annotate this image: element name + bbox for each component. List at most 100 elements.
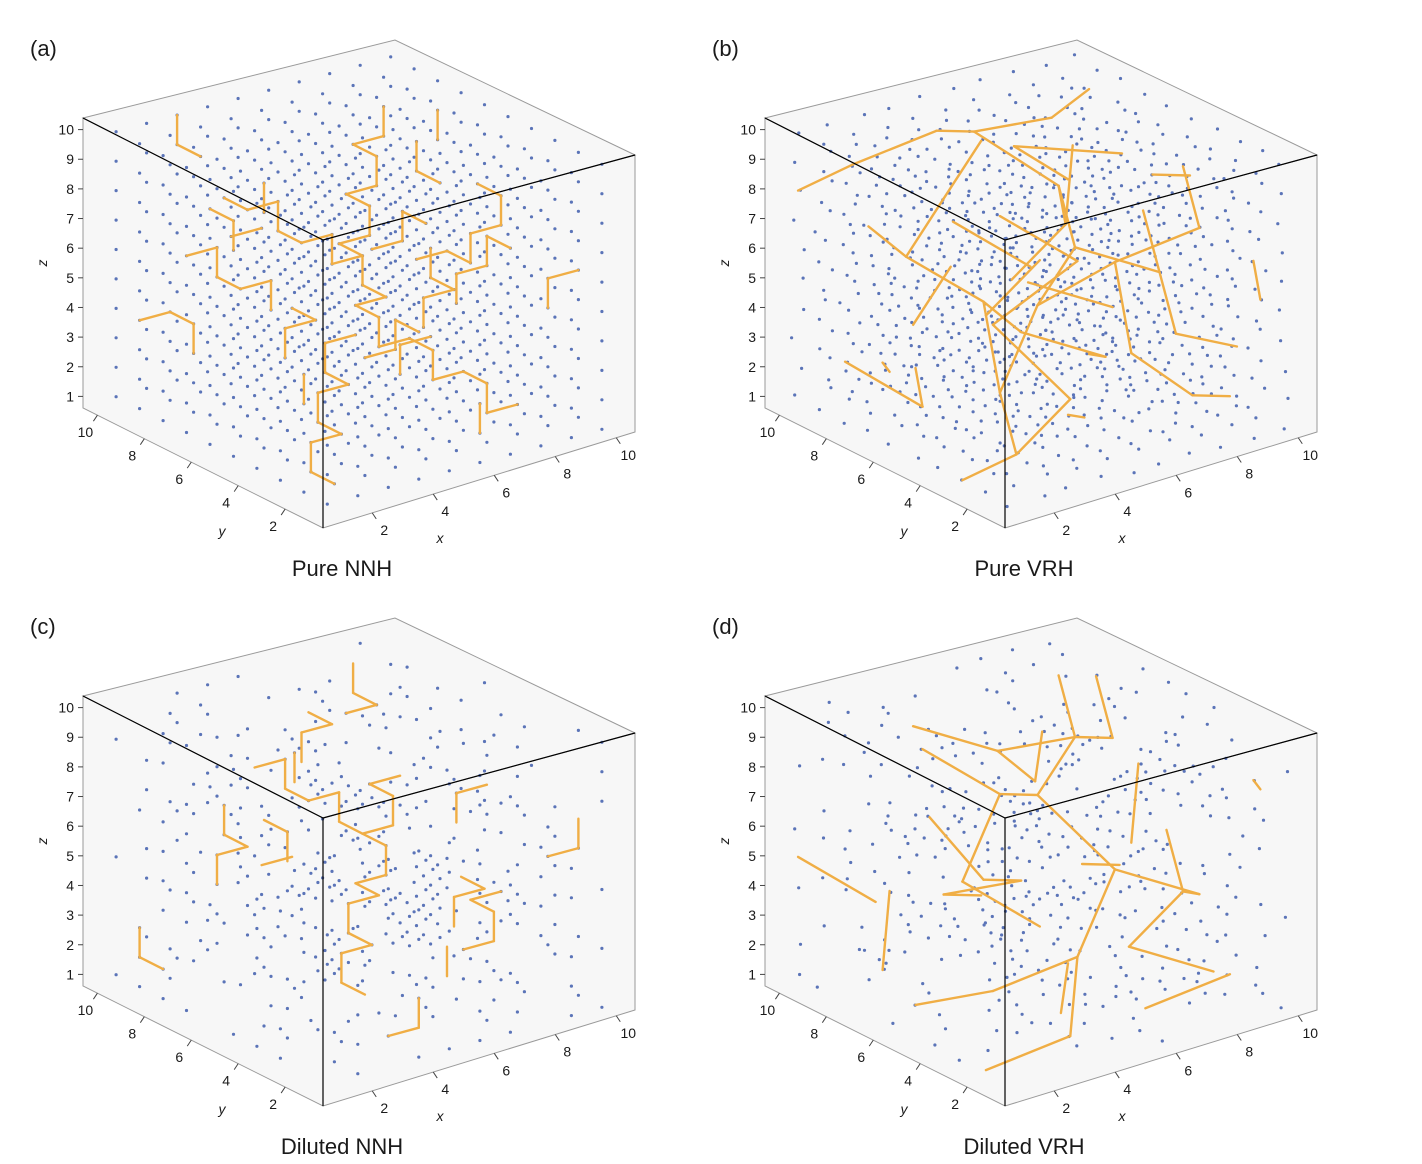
site-dot — [398, 891, 402, 896]
site-dot — [1028, 191, 1032, 195]
site-dot — [346, 294, 350, 298]
site-dot — [353, 274, 358, 278]
site-dot — [968, 239, 972, 243]
site-dot — [1020, 1012, 1024, 1016]
hop-link — [1073, 735, 1114, 740]
site-dot — [424, 799, 428, 804]
site-dot — [1001, 926, 1005, 930]
site-dot — [940, 790, 944, 794]
site-dot — [236, 303, 240, 307]
site-dot — [351, 201, 355, 205]
site-dot — [1105, 389, 1109, 393]
hop-link — [354, 295, 388, 307]
site-dot — [1246, 346, 1250, 350]
site-dot — [314, 867, 318, 871]
site-dot — [1026, 314, 1030, 318]
site-dot — [245, 178, 250, 182]
site-dot — [993, 350, 997, 354]
site-dot — [360, 861, 365, 865]
site-dot — [482, 769, 487, 773]
site-dot — [894, 323, 898, 328]
site-dot — [452, 258, 456, 262]
site-dot — [330, 350, 334, 354]
site-dot — [356, 924, 360, 929]
site-dot — [192, 234, 196, 238]
site-dot — [1108, 829, 1112, 833]
site-dot — [255, 231, 259, 235]
hop-link — [911, 725, 999, 753]
site-dot — [344, 829, 348, 833]
site-dot — [192, 175, 196, 179]
site-dot — [1253, 287, 1257, 291]
site-dot — [363, 297, 367, 301]
site-dot — [405, 264, 409, 268]
site-dot — [1027, 890, 1031, 894]
site-dot — [569, 984, 574, 988]
site-dot — [1082, 413, 1086, 417]
site-dot — [907, 893, 911, 898]
y-axis-label: y — [218, 1101, 227, 1117]
site-dot — [1190, 901, 1194, 905]
site-dot — [285, 399, 289, 403]
site-dot — [407, 914, 412, 919]
site-dot — [358, 63, 362, 67]
hop-link — [347, 931, 374, 947]
site-dot — [325, 384, 329, 388]
site-dot — [360, 949, 365, 954]
site-dot — [1011, 679, 1015, 683]
site-dot — [314, 690, 318, 694]
site-dot — [1045, 472, 1049, 476]
site-dot — [1155, 926, 1159, 931]
site-dot — [1111, 251, 1115, 256]
site-dot — [1015, 1031, 1019, 1035]
site-dot — [1188, 216, 1192, 220]
site-dot — [323, 223, 327, 227]
site-dot — [1149, 163, 1154, 167]
x-tick-mark — [432, 493, 438, 501]
site-dot — [468, 408, 473, 412]
site-dot — [1226, 218, 1230, 222]
site-dot — [830, 179, 834, 183]
site-dot — [1047, 759, 1051, 763]
y-tick-label: 8 — [128, 448, 136, 464]
site-dot — [424, 310, 428, 314]
hop-link — [340, 981, 367, 996]
site-dot — [414, 717, 419, 722]
site-dot — [1176, 947, 1180, 952]
site-dot — [414, 865, 419, 869]
site-dot — [997, 304, 1002, 309]
site-dot — [452, 807, 456, 811]
site-dot — [802, 307, 806, 312]
site-dot — [114, 247, 118, 252]
site-dot — [184, 224, 189, 228]
site-dot — [1102, 176, 1106, 180]
site-dot — [1009, 146, 1013, 150]
site-dot — [980, 341, 985, 345]
site-dot — [909, 344, 913, 348]
site-dot — [869, 254, 874, 258]
x-tick-mark — [1053, 1090, 1059, 1098]
site-dot — [1157, 223, 1161, 227]
site-dot — [339, 403, 343, 407]
site-dot — [389, 173, 393, 177]
site-dot — [459, 150, 463, 154]
hop-link — [914, 366, 924, 408]
site-dot — [475, 241, 480, 245]
site-dot — [1193, 244, 1197, 248]
site-dot — [447, 870, 451, 874]
z-tick-label: 8 — [66, 181, 74, 197]
site-dot — [1099, 416, 1103, 420]
site-dot — [309, 1018, 313, 1023]
site-dot — [302, 255, 306, 259]
site-dot — [569, 347, 574, 351]
hop-link — [1158, 270, 1178, 335]
site-dot — [942, 255, 946, 259]
site-dot — [391, 157, 395, 161]
site-dot — [405, 901, 409, 905]
site-dot — [245, 933, 250, 937]
site-dot — [1132, 471, 1136, 475]
hop-link — [368, 782, 395, 798]
site-dot — [515, 314, 520, 318]
site-dot — [868, 371, 872, 375]
site-dot — [231, 425, 236, 429]
